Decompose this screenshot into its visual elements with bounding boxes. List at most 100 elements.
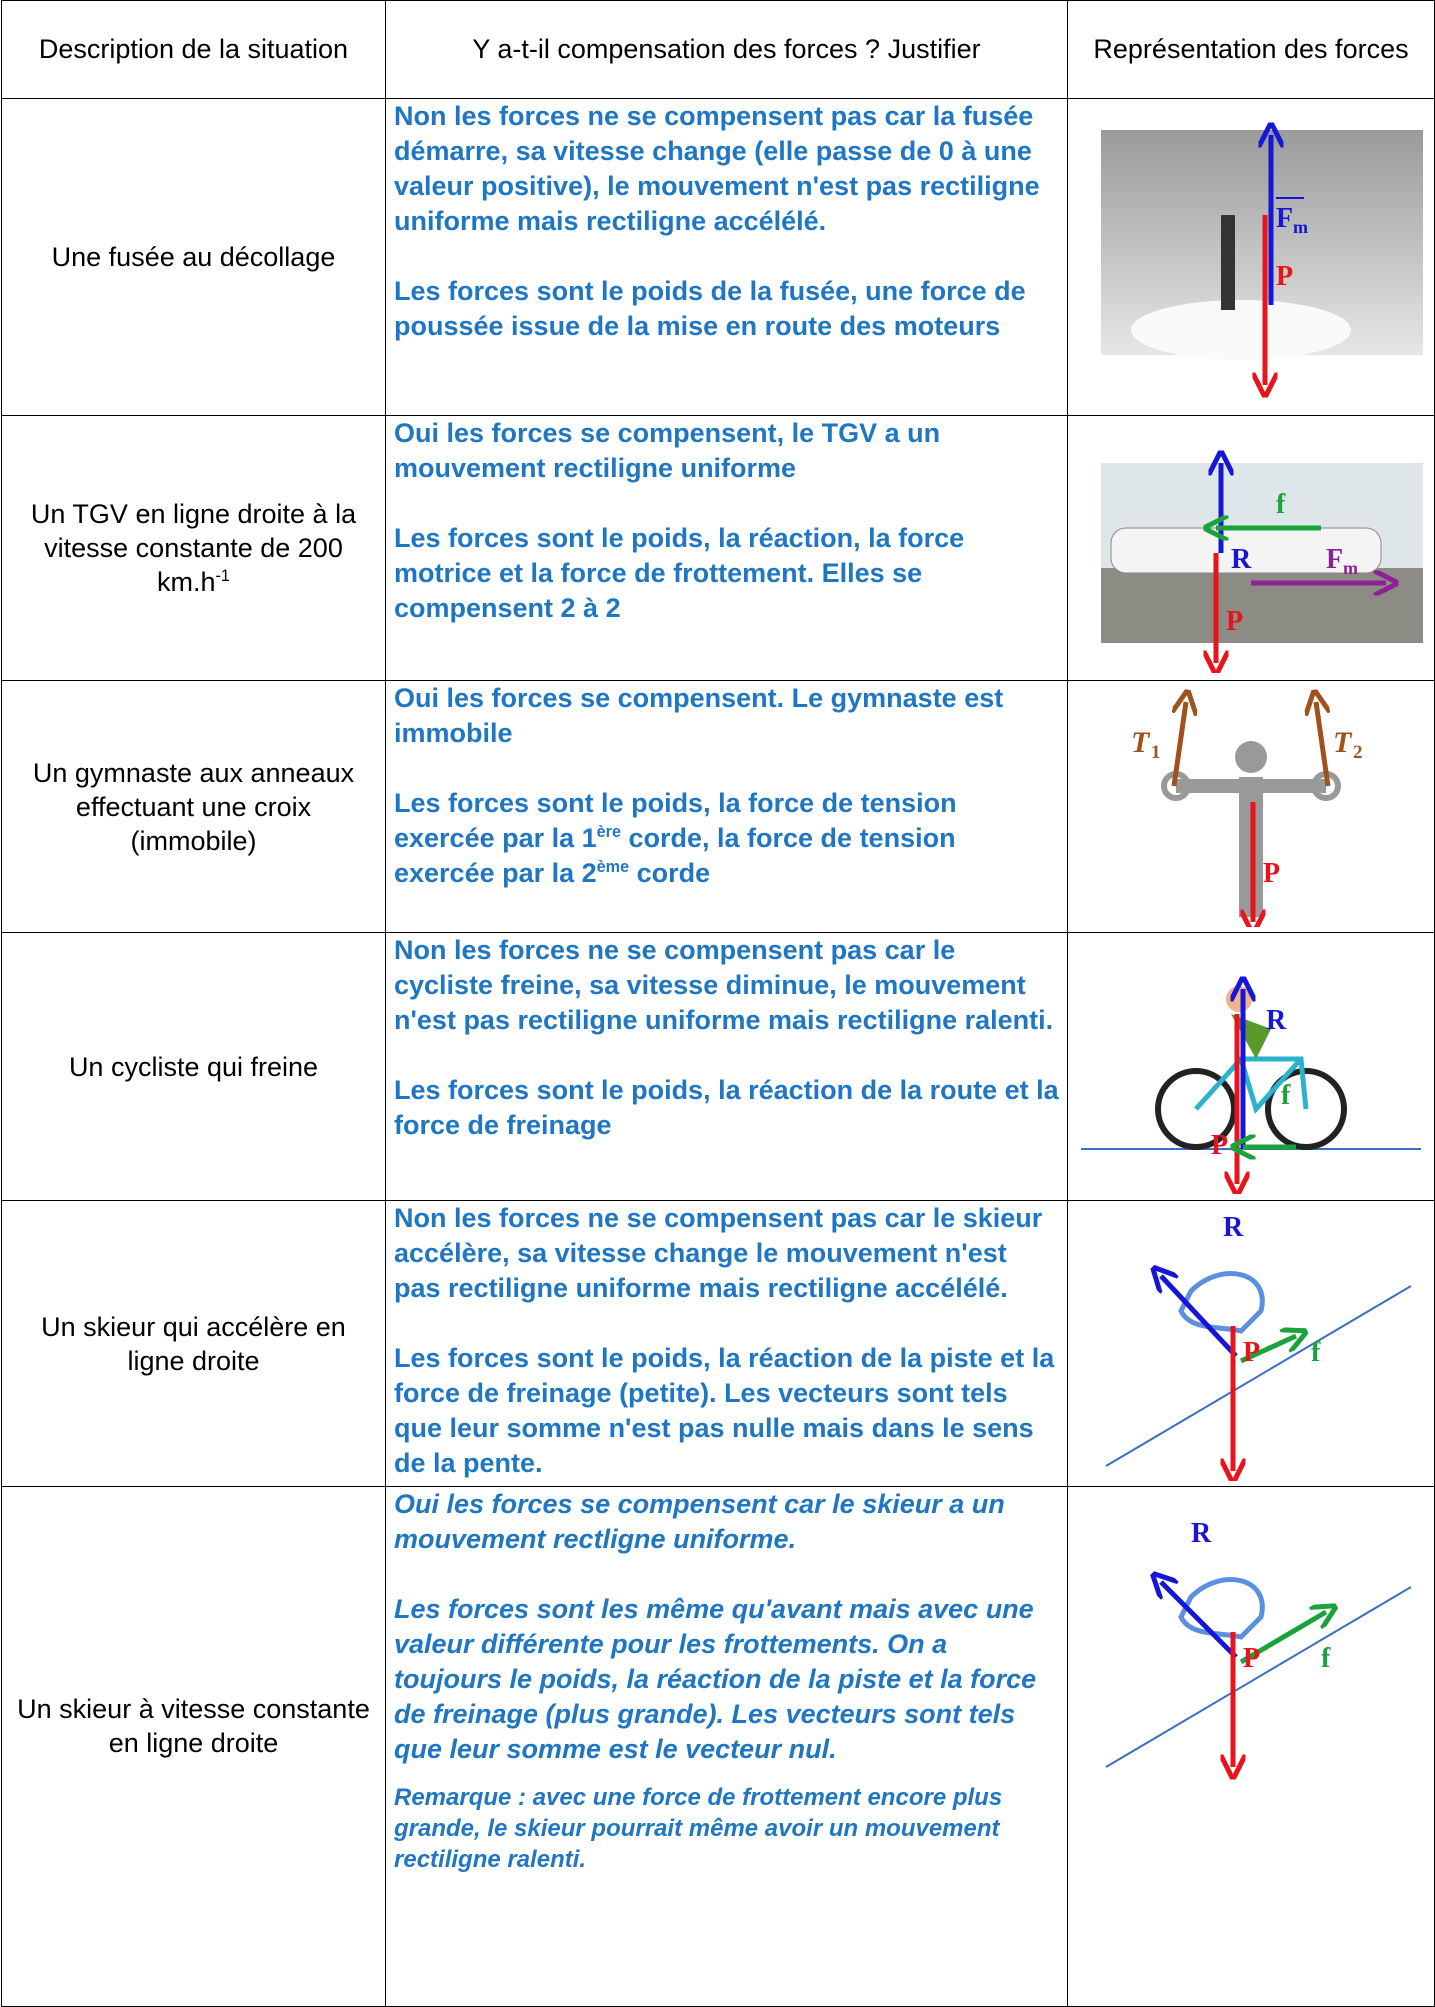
header: Représentation des forces [1067, 0, 1435, 99]
figure-cell: F m P [1067, 98, 1435, 416]
row: Un cycliste qui freine Non les forces ne… [1, 932, 1435, 1201]
label: P [1263, 858, 1280, 889]
remark: Remarque : avec une force de frottement … [394, 1784, 1003, 1873]
paragraph: Les forces sont les même qu'avant mais a… [394, 1594, 1037, 1764]
figure-cell: R f P [1067, 932, 1435, 1201]
paragraph: Non les forces ne se compensent pas car … [394, 935, 1054, 1035]
figure: R P f [1105, 1518, 1412, 1787]
paragraph: Non les forces ne se compensent pas car … [394, 1203, 1043, 1303]
text: Un cycliste qui freine [68, 1051, 319, 1082]
label: f [1276, 489, 1286, 520]
paragraph: Les forces sont le poids, la réaction de… [394, 1343, 1055, 1478]
justification: Non les forces ne se compensent pas car … [385, 98, 1068, 416]
label: T [1131, 726, 1151, 759]
header: Y a-t-il compensation des forces ? Justi… [385, 0, 1068, 99]
label: P [1243, 1337, 1260, 1368]
text: Un TGV en ligne droite à la vitesse cons… [30, 499, 357, 597]
slope [1105, 1285, 1412, 1467]
label: R [1191, 1518, 1212, 1549]
justification: Oui les forces se compensent car le skie… [385, 1486, 1068, 2007]
skier [1178, 1271, 1265, 1334]
row: Une fusée au décollage Non les forces ne… [1, 98, 1435, 416]
description: Un skieur qui accélère en ligne droite [1, 1200, 386, 1487]
label: R [1266, 1005, 1287, 1036]
arrow-friction [1239, 1336, 1296, 1364]
arrow-tension [1316, 702, 1331, 786]
head [1235, 740, 1267, 773]
text: corde [629, 858, 711, 888]
figure-cell: T 1 T 2 P [1067, 680, 1435, 933]
paragraph: Les forces sont le poids, la force de te… [394, 786, 1059, 891]
paragraph: Non les forces ne se compensent pas car … [394, 101, 1040, 236]
wheel [1155, 1068, 1237, 1150]
paragraph: Oui les forces se compensent. Le gymnast… [394, 683, 1004, 748]
paragraph: Oui les forces se compensent car le skie… [394, 1489, 1005, 1554]
description: Un cycliste qui freine [1, 932, 386, 1201]
justification: Non les forces ne se compensent pas car … [385, 932, 1068, 1201]
label: R [1231, 544, 1252, 575]
figure-cell: f R F m P [1067, 415, 1435, 681]
frame [1194, 1056, 1309, 1114]
label: f [1311, 1337, 1321, 1368]
justification: Non les forces ne se compensent pas car … [385, 1200, 1068, 1487]
label: P [1226, 606, 1243, 637]
label: f [1281, 1080, 1291, 1111]
figure: T 1 T 2 P [1131, 682, 1363, 927]
label: P [1276, 261, 1293, 292]
arrow-reaction [1161, 1582, 1238, 1659]
description: Un TGV en ligne droite à la vitesse cons… [1, 415, 386, 681]
row: Un gymnaste aux anneaux effectuant une c… [1, 680, 1435, 933]
figure: f R F m P [1101, 418, 1423, 673]
track [1101, 568, 1423, 643]
description: Un gymnaste aux anneaux effectuant une c… [1, 680, 386, 933]
figure: R P f [1105, 1212, 1412, 1481]
row: Un TGV en ligne droite à la vitesse cons… [1, 415, 1435, 681]
label: R [1223, 1212, 1244, 1243]
figure: R f P [1081, 934, 1421, 1194]
text: corde, la force de tension exercée par l… [394, 823, 956, 888]
label: 2 [1353, 742, 1363, 763]
label: F [1276, 203, 1293, 234]
label: T [1333, 726, 1353, 759]
superscript: -1 [215, 567, 230, 585]
arrow-tension [1171, 702, 1186, 786]
row: Un skieur à vitesse constante en ligne d… [1, 1486, 1435, 2007]
text: Un gymnaste aux anneaux effectuant une c… [32, 757, 355, 856]
figure-cell: R P f [1067, 1486, 1435, 2007]
paragraph: Les forces sont le poids de la fusée, un… [394, 276, 1026, 341]
wheel [1265, 1068, 1347, 1150]
figure: F m P [1101, 105, 1423, 405]
paragraph: Oui les forces se compensent, le TGV a u… [394, 418, 941, 483]
label: P [1211, 1130, 1228, 1161]
description: Un skieur à vitesse constante en ligne d… [1, 1486, 386, 2007]
paragraph: Les forces sont le poids, la réaction, l… [394, 523, 965, 623]
label: m [1343, 558, 1358, 578]
label: 1 [1151, 742, 1161, 763]
text: Un skieur à vitesse constante en ligne d… [17, 1694, 370, 1758]
text: Un skieur qui accélère en ligne droite [41, 1311, 346, 1376]
superscript: ère [596, 823, 621, 841]
text: Une fusée au décollage [51, 242, 336, 272]
paragraph: Les forces sont le poids, la réaction de… [394, 1075, 1059, 1140]
label: m [1293, 217, 1308, 237]
smoke [1131, 299, 1351, 360]
label: f [1321, 1643, 1331, 1674]
description: Une fusée au décollage [1, 98, 386, 416]
justification: Oui les forces se compensent, le TGV a u… [385, 415, 1068, 681]
justification: Oui les forces se compensent. Le gymnast… [385, 680, 1068, 933]
label: F [1326, 544, 1343, 575]
row: Un skieur qui accélère en ligne droite N… [1, 1200, 1435, 1487]
arrow-reaction [1161, 1276, 1238, 1358]
header: Description de la situation [1, 0, 386, 99]
label: P [1243, 1643, 1260, 1674]
header-row: Description de la situation Y a-t-il com… [1, 0, 1435, 99]
slope [1105, 1586, 1412, 1768]
skier [1178, 1577, 1265, 1640]
head [1226, 986, 1252, 1012]
text: Les forces sont le poids, la force de te… [394, 788, 957, 853]
rocket [1221, 214, 1235, 310]
arrow-friction [1239, 1612, 1326, 1665]
figure-cell: R P f [1067, 1200, 1435, 1487]
